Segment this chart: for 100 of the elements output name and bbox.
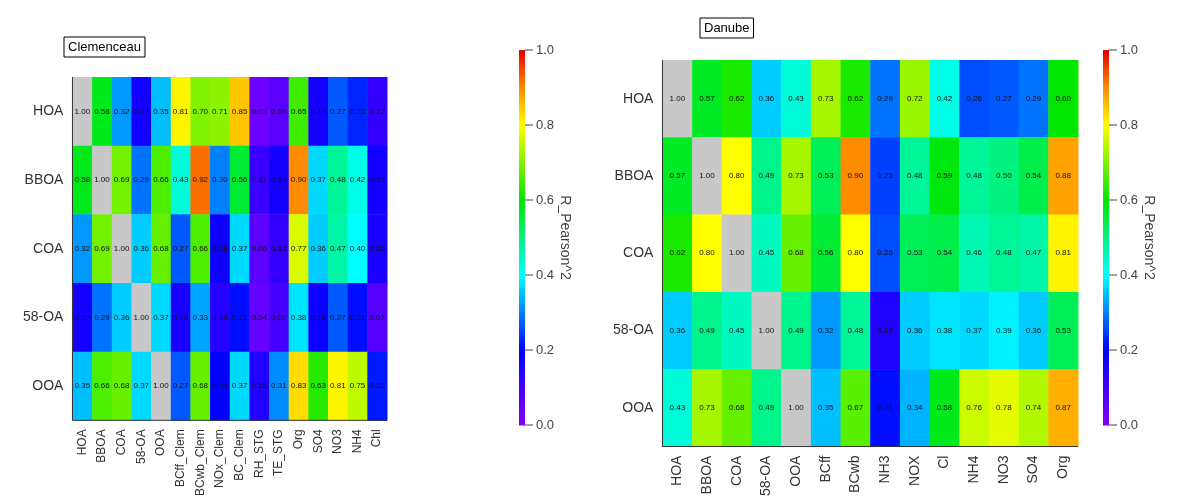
- data-label: 0.43: [788, 93, 805, 103]
- data-label: 0.36: [133, 243, 150, 253]
- y-tick-label: COA: [623, 244, 655, 261]
- data-label: 0.90: [290, 175, 307, 185]
- y-tick-label: 58-OA: [612, 321, 655, 338]
- y-tick-label: OOA: [622, 398, 655, 415]
- x-tick-label: NH4: [349, 429, 364, 454]
- x-tick-label: OOA: [153, 429, 168, 456]
- text: 1.00: [788, 403, 804, 413]
- data-label: 0.35: [153, 106, 170, 116]
- data-label: 0.80: [847, 248, 864, 258]
- data-label: 0.66: [192, 243, 209, 253]
- data-label: 0.47: [1025, 248, 1042, 258]
- x-tick-label: NO3: [994, 455, 1011, 485]
- data-label: 0.48: [996, 248, 1013, 258]
- x-tick-label: NH4: [964, 455, 981, 484]
- data-label: 0.35: [817, 403, 835, 413]
- data-label: 0.53: [1055, 325, 1072, 335]
- data-label: 0.57: [699, 93, 716, 103]
- data-label: 0.14: [212, 312, 229, 322]
- data-label: 0.17: [310, 106, 327, 116]
- x-tick-label: NH3: [875, 455, 892, 484]
- data-label: 0.53: [817, 171, 835, 181]
- color-bar-label: 0.8: [536, 116, 555, 132]
- data-label: 0.63: [310, 381, 327, 391]
- data-label: 0.17: [74, 312, 91, 322]
- data-label: 0.26: [966, 93, 983, 103]
- data-label: 0.48: [966, 171, 983, 181]
- data-label: 0.35: [74, 381, 91, 391]
- data-label: 0.57: [669, 171, 686, 181]
- data-label: 0.42: [349, 175, 366, 185]
- y-tick-label: HOA: [33, 102, 65, 119]
- color-bar-label: 1.0: [536, 41, 555, 57]
- y-tick-label: COA: [33, 239, 65, 256]
- x-tick-label: 58-OA: [133, 429, 148, 464]
- data-label: 0.62: [728, 93, 745, 103]
- data-label: 0.48: [906, 171, 924, 181]
- data-label: 0.59: [936, 171, 953, 181]
- data-label: 0.36: [310, 243, 327, 253]
- y-tick-label: BBOA: [614, 166, 655, 183]
- x-tick-label: NOx_Clem: [212, 429, 227, 488]
- data-label: 0.49: [758, 171, 775, 181]
- x-tick-label: NO3: [330, 429, 345, 454]
- data-label: 0.48: [847, 325, 864, 335]
- data-label: 0.29: [94, 312, 111, 322]
- data-label: 0.87: [1055, 403, 1072, 413]
- data-label: 0.21: [231, 312, 248, 322]
- data-label: 0.68: [788, 248, 805, 258]
- data-label: 0.21: [349, 312, 366, 322]
- data-label: 0.58: [936, 403, 953, 413]
- data-label: 0.36: [906, 325, 924, 335]
- data-label: 0.77: [290, 243, 307, 253]
- data-label: 0.21: [877, 403, 894, 413]
- data-label: 0.12: [271, 243, 288, 253]
- data-label: 0.56: [817, 248, 835, 258]
- text: 1.00: [153, 381, 169, 391]
- data-label: 0.85: [231, 106, 248, 116]
- data-label: 0.71: [212, 106, 229, 116]
- data-label: 0.23: [349, 106, 366, 116]
- x-tick-label: Cl: [935, 455, 952, 469]
- data-label: 0.38: [936, 325, 953, 335]
- data-label: 0.06: [251, 243, 268, 253]
- data-label: 0.54: [1025, 171, 1042, 181]
- data-label: 0.31: [271, 381, 288, 391]
- data-label: 0.68: [153, 243, 170, 253]
- data-label: 0.45: [758, 248, 775, 258]
- y-tick-label: HOA: [623, 89, 655, 106]
- text: 1.00: [113, 243, 130, 253]
- data-label: 0.11: [251, 175, 268, 185]
- x-tick-label: BCff: [816, 455, 833, 483]
- text: 1.00: [699, 171, 715, 181]
- data-label: 0.72: [906, 93, 924, 103]
- data-label: 0.03: [251, 106, 268, 116]
- data-label: 0.37: [966, 325, 983, 335]
- data-label: 0.50: [996, 171, 1013, 181]
- color-bar-title: R_Pearson^2: [558, 195, 575, 280]
- color-bar-label: 0.4: [1120, 266, 1139, 282]
- data-label: 0.78: [996, 403, 1013, 413]
- data-label: 0.29: [133, 175, 150, 185]
- data-label: 0.74: [1025, 403, 1042, 413]
- data-label: 0.49: [699, 325, 716, 335]
- data-label: 0.12: [369, 106, 386, 116]
- data-label: 0.15: [877, 325, 894, 335]
- data-label: 0.18: [212, 243, 229, 253]
- text: 1.00: [133, 312, 150, 322]
- data-label: 0.39: [996, 325, 1013, 335]
- x-tick-label: COA: [113, 429, 128, 456]
- data-label: 0.16: [369, 243, 386, 253]
- color-bar-label: 0.2: [536, 341, 555, 357]
- chart-title: Danube: [704, 19, 750, 35]
- data-label: 0.66: [94, 381, 111, 391]
- text: 1.00: [74, 106, 91, 116]
- data-label: 0.69: [113, 175, 130, 185]
- x-tick-label: BBOA: [697, 454, 714, 495]
- data-label: 0.04: [251, 312, 268, 322]
- data-label: 0.43: [669, 403, 686, 413]
- x-tick-label: HOA: [74, 429, 89, 456]
- data-label: 0.36: [669, 325, 686, 335]
- chart-title: Clemenceau: [68, 38, 141, 54]
- data-label: 0.73: [788, 171, 805, 181]
